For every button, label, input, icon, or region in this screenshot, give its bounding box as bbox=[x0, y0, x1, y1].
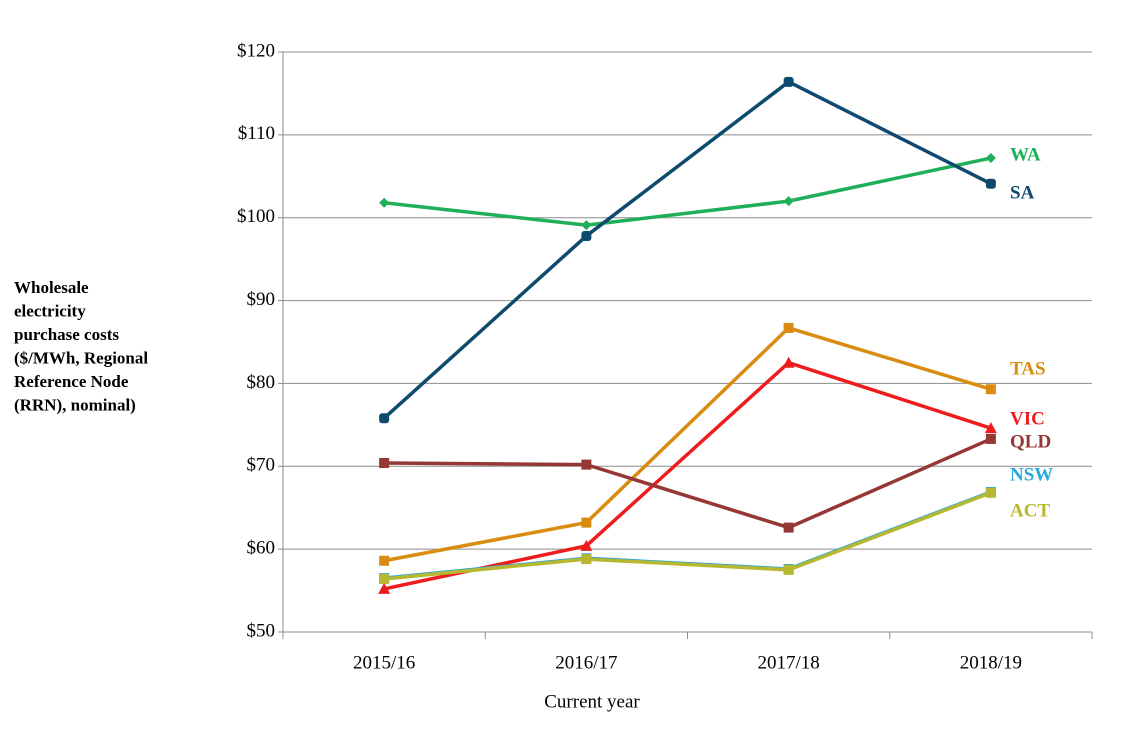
y-axis-label: purchase costs bbox=[14, 325, 119, 344]
y-tick-label: $80 bbox=[247, 372, 276, 393]
series-label: QLD bbox=[1010, 431, 1051, 452]
x-tick-label: 2018/19 bbox=[960, 652, 1022, 673]
y-tick-label: $120 bbox=[237, 40, 275, 61]
series-label: WA bbox=[1010, 144, 1041, 165]
series-label: VIC bbox=[1010, 408, 1045, 429]
point bbox=[782, 356, 795, 368]
series-label: SA bbox=[1010, 182, 1035, 203]
point bbox=[783, 196, 794, 207]
point bbox=[985, 433, 996, 444]
y-tick-label: $100 bbox=[237, 206, 275, 227]
series-label: NSW bbox=[1010, 464, 1053, 485]
x-axis-label: Current year bbox=[544, 691, 640, 712]
point bbox=[379, 457, 390, 468]
series-line bbox=[383, 491, 992, 581]
y-tick-label: $70 bbox=[247, 455, 276, 476]
point bbox=[783, 522, 794, 533]
series-line bbox=[383, 360, 992, 591]
y-axis-label: (RRN), nominal) bbox=[14, 395, 136, 414]
y-axis-label: ($/MWh, Regional bbox=[14, 348, 148, 367]
point bbox=[783, 322, 794, 333]
point bbox=[581, 554, 592, 565]
x-tick-label: 2017/18 bbox=[757, 652, 819, 673]
point bbox=[985, 153, 996, 164]
point bbox=[379, 197, 390, 208]
x-tick-label: 2016/17 bbox=[555, 652, 617, 673]
series-label: ACT bbox=[1010, 500, 1050, 521]
series-label: TAS bbox=[1010, 358, 1046, 379]
series-line bbox=[384, 437, 992, 530]
point bbox=[985, 487, 996, 498]
series-line bbox=[383, 326, 992, 563]
x-tick-label: 2015/16 bbox=[353, 652, 415, 673]
point bbox=[379, 573, 390, 584]
point bbox=[581, 220, 592, 231]
point bbox=[783, 76, 794, 87]
y-axis-label: Wholesale bbox=[14, 278, 89, 297]
point bbox=[580, 539, 593, 551]
point bbox=[985, 178, 996, 189]
point bbox=[985, 384, 996, 395]
point bbox=[581, 230, 592, 241]
point bbox=[379, 555, 390, 566]
point bbox=[378, 582, 391, 594]
point bbox=[783, 564, 794, 575]
y-tick-label: $50 bbox=[247, 620, 276, 641]
y-tick-label: $110 bbox=[238, 123, 275, 144]
y-axis-label: electricity bbox=[14, 301, 86, 320]
series-line bbox=[382, 80, 992, 420]
y-tick-label: $60 bbox=[247, 538, 276, 559]
y-tick-label: $90 bbox=[247, 289, 276, 310]
series-line bbox=[383, 156, 992, 227]
point bbox=[379, 413, 390, 424]
point bbox=[581, 459, 592, 470]
point bbox=[984, 422, 997, 434]
y-axis-label: Reference Node bbox=[14, 372, 129, 391]
point bbox=[581, 517, 592, 528]
